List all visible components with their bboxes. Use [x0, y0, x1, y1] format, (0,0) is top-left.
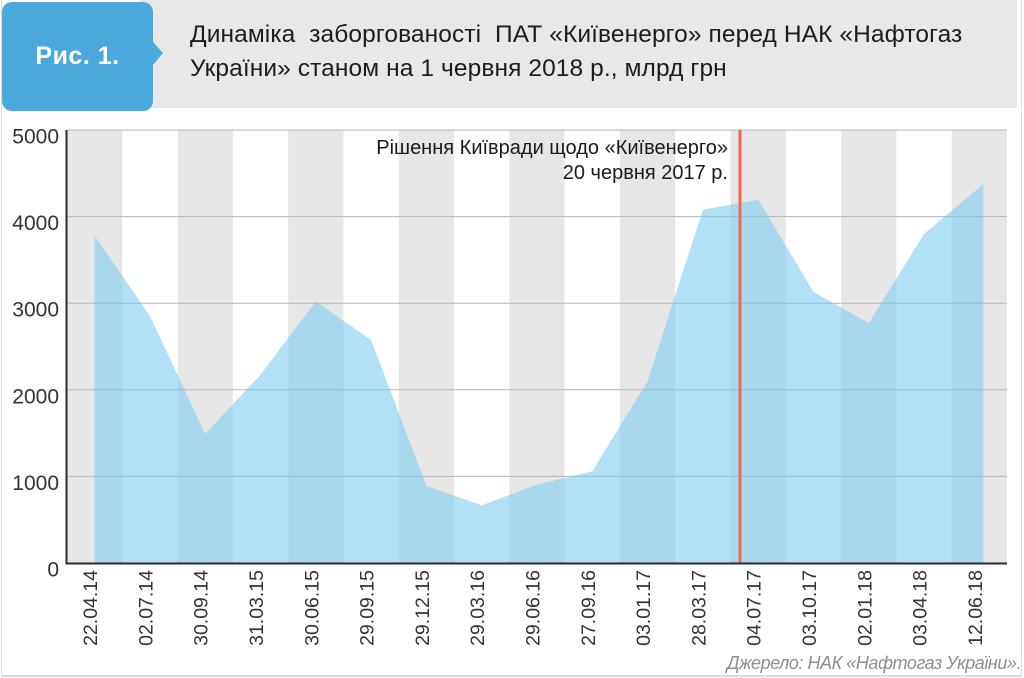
svg-text:3000: 3000 [12, 299, 59, 322]
svg-text:22.04.14: 22.04.14 [80, 570, 102, 646]
svg-text:4000: 4000 [12, 212, 59, 235]
svg-text:03.04.18: 03.04.18 [910, 570, 932, 646]
svg-text:03.01.17: 03.01.17 [633, 570, 655, 646]
svg-text:29.06.16: 29.06.16 [523, 570, 545, 646]
svg-text:1000: 1000 [12, 472, 59, 495]
svg-text:29.12.15: 29.12.15 [412, 570, 434, 646]
svg-text:30.06.15: 30.06.15 [301, 570, 323, 646]
svg-text:5000: 5000 [12, 126, 59, 149]
svg-text:27.09.16: 27.09.16 [578, 570, 600, 646]
svg-text:29.09.15: 29.09.15 [357, 570, 379, 646]
svg-text:02.01.18: 02.01.18 [854, 570, 876, 646]
svg-text:0: 0 [47, 559, 59, 582]
svg-text:31.03.15: 31.03.15 [246, 570, 268, 646]
svg-text:29.03.16: 29.03.16 [467, 570, 489, 646]
svg-text:2000: 2000 [12, 385, 59, 408]
svg-text:28.03.17: 28.03.17 [688, 570, 710, 646]
svg-text:02.07.14: 02.07.14 [135, 570, 157, 646]
svg-text:12.06.18: 12.06.18 [965, 570, 987, 646]
svg-text:04.07.17: 04.07.17 [744, 570, 766, 646]
svg-text:03.10.17: 03.10.17 [799, 570, 821, 646]
svg-text:30.09.14: 30.09.14 [191, 570, 213, 646]
